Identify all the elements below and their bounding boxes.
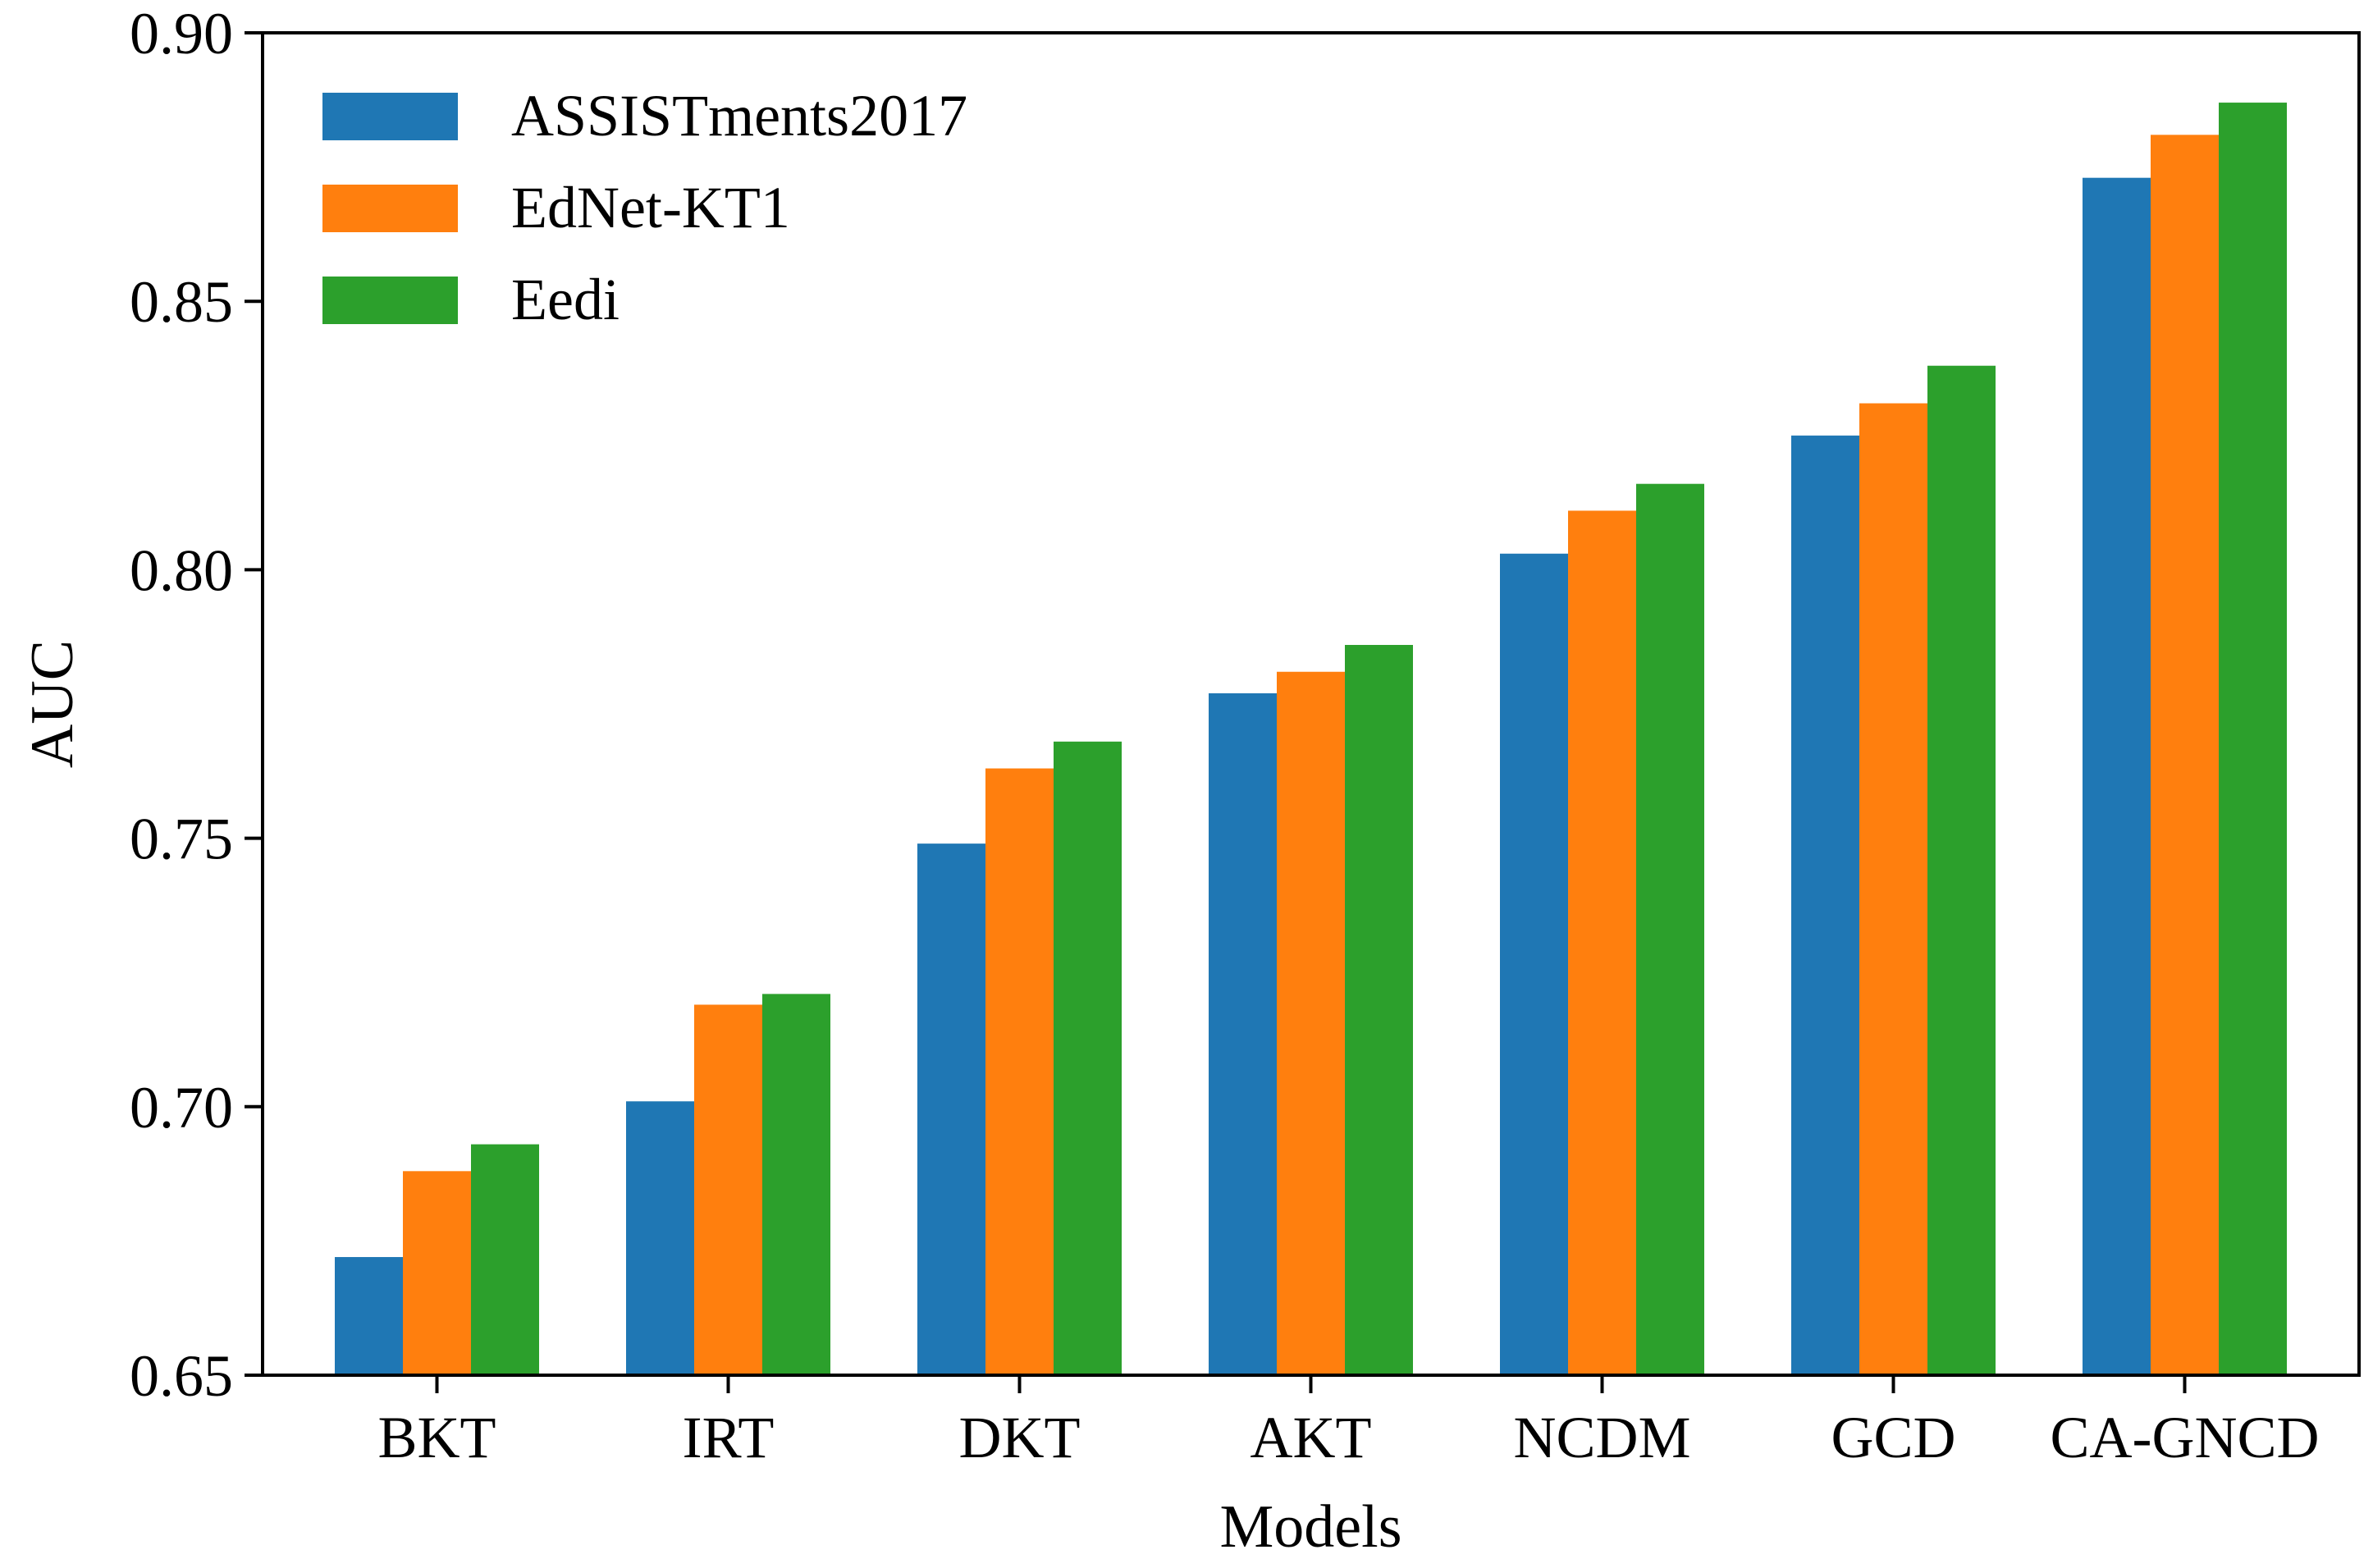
bar-dkt-eedi <box>1054 741 1122 1375</box>
bar-dkt-ednet-kt1 <box>985 768 1054 1375</box>
x-tick-label: BKT <box>378 1405 496 1470</box>
bar-ncdm-eedi <box>1636 483 1704 1375</box>
bar-bkt-ednet-kt1 <box>403 1171 471 1375</box>
bar-akt-assistments2017 <box>1209 693 1277 1375</box>
bars-layer <box>335 103 2287 1376</box>
x-tick-label: DKT <box>959 1405 1081 1470</box>
plot-frame <box>261 31 2361 1377</box>
legend-label: ASSISTments2017 <box>511 83 967 149</box>
bar-akt-eedi <box>1345 645 1413 1375</box>
y-tick-label: 0.70 <box>130 1075 233 1141</box>
bar-ca-gncd-eedi <box>2219 103 2287 1375</box>
x-axis: BKT IRT DKT AKT NCDM GCD CA-GNCD <box>378 1375 2320 1470</box>
bar-bkt-eedi <box>471 1144 539 1375</box>
bar-ncdm-ednet-kt1 <box>1568 510 1636 1375</box>
bar-ca-gncd-ednet-kt1 <box>2151 135 2219 1376</box>
legend-label: EdNet-KT1 <box>511 175 790 240</box>
bar-akt-ednet-kt1 <box>1277 671 1345 1375</box>
x-tick-label: CA-GNCD <box>2050 1405 2319 1470</box>
bar-irt-eedi <box>762 994 830 1375</box>
y-tick-label: 0.75 <box>130 807 233 872</box>
legend-swatch <box>322 93 458 140</box>
bar-gcd-assistments2017 <box>1791 435 1859 1375</box>
legend-swatch <box>322 185 458 232</box>
legend-label: Eedi <box>511 267 620 332</box>
bar-gcd-eedi <box>1927 365 1996 1375</box>
y-tick-label: 0.80 <box>130 537 233 603</box>
bar-bkt-assistments2017 <box>335 1257 403 1375</box>
bar-dkt-assistments2017 <box>917 843 985 1375</box>
x-tick-label: NCDM <box>1513 1405 1690 1470</box>
legend-swatch <box>322 277 458 324</box>
x-tick-label: IRT <box>683 1405 775 1470</box>
x-tick-label: AKT <box>1251 1405 1372 1470</box>
bar-irt-ednet-kt1 <box>694 1004 762 1375</box>
bar-ncdm-assistments2017 <box>1500 553 1568 1375</box>
y-tick-label: 0.90 <box>130 1 233 66</box>
y-tick-label: 0.85 <box>130 269 233 335</box>
y-axis-title: AUC <box>19 640 86 768</box>
y-axis: 0.65 0.70 0.75 0.80 0.85 0.90 <box>130 1 263 1409</box>
bar-ca-gncd-assistments2017 <box>2083 177 2151 1376</box>
bar-gcd-ednet-kt1 <box>1859 403 1927 1375</box>
legend: ASSISTments2017 EdNet-KT1 Eedi <box>322 83 967 332</box>
x-axis-title: Models <box>1220 1493 1402 1561</box>
y-tick-label: 0.65 <box>130 1343 233 1409</box>
bar-irt-assistments2017 <box>626 1101 694 1375</box>
x-tick-label: GCD <box>1831 1405 1955 1470</box>
